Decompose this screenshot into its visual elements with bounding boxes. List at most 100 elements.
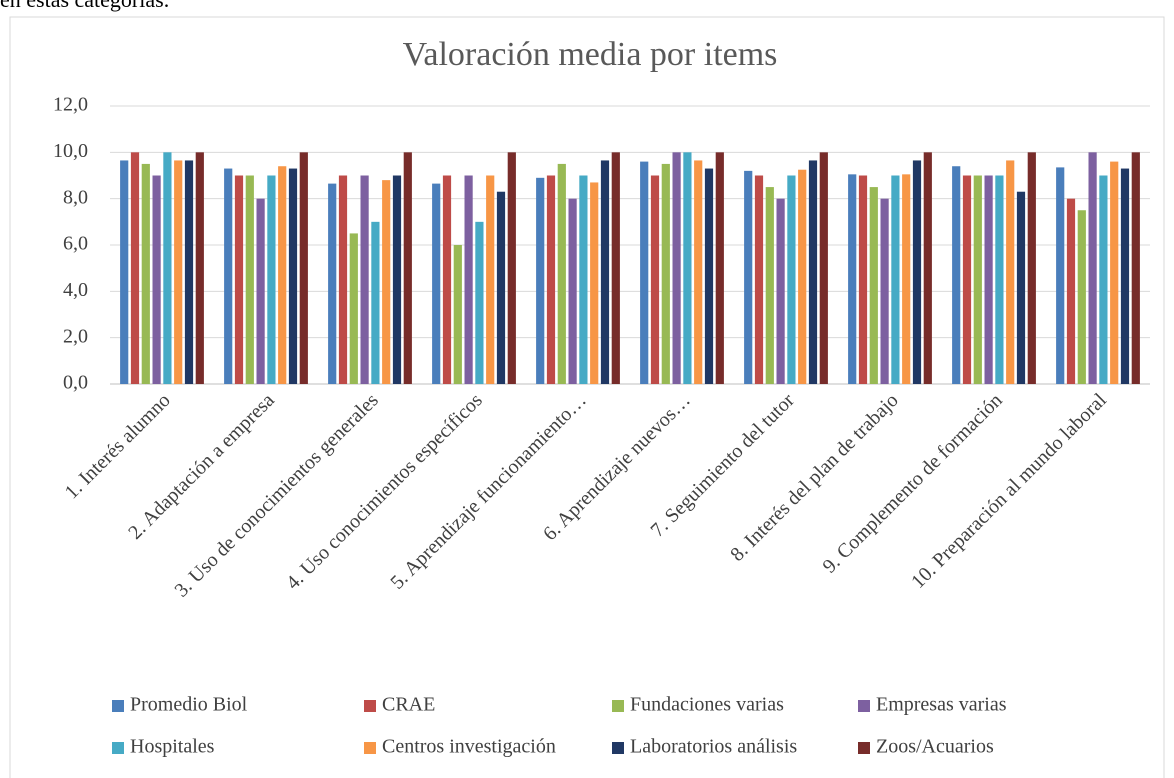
y-tick-label: 8,0: [63, 186, 88, 208]
bar: [1027, 152, 1036, 384]
bar: [869, 187, 878, 384]
bar: [880, 198, 889, 384]
bar: [152, 175, 161, 384]
legend-swatch: [112, 742, 124, 754]
bar: [349, 233, 358, 384]
bar: [174, 160, 183, 384]
bar: [650, 175, 660, 384]
bar: [798, 169, 807, 384]
bar: [640, 161, 649, 384]
bar: [661, 163, 670, 384]
bar: [1056, 167, 1065, 384]
bar: [464, 175, 473, 384]
legend-swatch: [364, 742, 376, 754]
bar: [891, 175, 900, 384]
bar: [130, 152, 140, 384]
bar: [787, 175, 796, 384]
bar: [1120, 168, 1130, 384]
legend-swatch: [112, 700, 124, 712]
bar: [195, 152, 204, 384]
bar: [579, 175, 588, 384]
bar: [486, 175, 495, 384]
bar: [672, 152, 681, 384]
bar: [475, 221, 484, 384]
bar: [256, 198, 265, 384]
bar: [141, 163, 150, 384]
bar: [1016, 191, 1026, 384]
bar: [245, 175, 254, 384]
bar: [952, 166, 961, 384]
bar: [328, 183, 337, 384]
bar: [1077, 210, 1086, 384]
chart-title: Valoración media por items: [403, 36, 778, 73]
legend-label: Centros investigación: [382, 736, 556, 758]
legend-label: Laboratorios análisis: [630, 736, 797, 758]
bar: [973, 175, 982, 384]
bar: [808, 160, 818, 384]
bar: [912, 160, 922, 384]
legend-label: Promedio Biol: [130, 694, 248, 716]
bar: [403, 152, 412, 384]
bar: [392, 175, 402, 384]
y-tick-label: 2,0: [63, 325, 88, 347]
legend-label: Empresas varias: [876, 694, 1007, 716]
legend-label: Zoos/Acuarios: [876, 736, 994, 758]
y-tick-label: 12,0: [53, 94, 88, 116]
bar: [611, 152, 620, 384]
bar: [590, 182, 599, 384]
y-tick-label: 0,0: [63, 372, 88, 394]
bar: [371, 221, 380, 384]
bar: [546, 175, 556, 384]
bar: [995, 175, 1004, 384]
bar: [496, 191, 506, 384]
legend-label: CRAE: [382, 694, 435, 716]
bar: [902, 174, 911, 384]
legend-swatch: [364, 700, 376, 712]
bar: [299, 152, 308, 384]
bar: [360, 175, 369, 384]
bar: [858, 175, 868, 384]
bar: [224, 168, 233, 384]
bar: [120, 160, 129, 384]
bar: [694, 160, 703, 384]
y-tick-label: 10,0: [53, 140, 88, 162]
bar: [923, 152, 932, 384]
bar: [984, 175, 993, 384]
bar: [1066, 198, 1076, 384]
bar: [704, 168, 714, 384]
bar: [568, 198, 577, 384]
bar: [765, 187, 774, 384]
legend-label: Hospitales: [130, 736, 215, 758]
bar: [683, 152, 692, 384]
bar: [267, 175, 276, 384]
legend-swatch: [612, 700, 624, 712]
bar: [234, 175, 244, 384]
legend-swatch: [612, 742, 624, 754]
bar: [1131, 152, 1140, 384]
bar: [848, 174, 857, 384]
bar: [1099, 175, 1108, 384]
legend-label: Fundaciones varias: [630, 694, 784, 716]
bar: [507, 152, 516, 384]
bar: [744, 170, 753, 384]
y-tick-label: 4,0: [63, 279, 88, 301]
bar: [288, 168, 298, 384]
bar: [382, 180, 391, 384]
bar: [600, 160, 610, 384]
bar: [962, 175, 972, 384]
bar: [776, 198, 785, 384]
y-tick-label: 6,0: [63, 233, 88, 255]
bar: [442, 175, 452, 384]
bar: [536, 177, 545, 384]
bar: [338, 175, 348, 384]
legend-swatch: [858, 700, 870, 712]
bar: [557, 163, 566, 384]
chart-border: [9, 16, 1165, 778]
bar: [715, 152, 724, 384]
bar: [1110, 161, 1119, 384]
bar: [432, 183, 441, 384]
document-text: en estas categorías.: [0, 0, 169, 12]
bar: [754, 175, 764, 384]
